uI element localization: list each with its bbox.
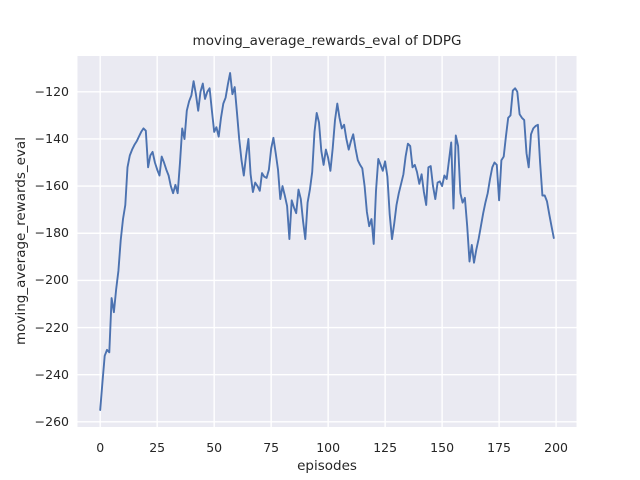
x-tick-label: 100 <box>316 440 341 455</box>
y-tick-label: −140 <box>34 130 69 146</box>
x-tick-label: 175 <box>487 440 512 455</box>
y-tick-label: −220 <box>34 319 69 335</box>
x-tick-label: 150 <box>430 440 455 455</box>
y-tick-label: −260 <box>34 413 69 429</box>
reward-line <box>99 72 555 411</box>
y-tick-label: −160 <box>34 178 69 194</box>
y-tick-label: −180 <box>34 225 69 241</box>
axes-panel <box>77 56 577 427</box>
y-axis-label: moving_average_rewards_eval <box>13 137 29 345</box>
y-tick-label: −200 <box>34 272 69 288</box>
x-tick-label: 200 <box>544 440 569 455</box>
y-tick-label: −120 <box>34 83 69 99</box>
x-tick-label: 0 <box>96 440 105 455</box>
x-tick-label: 50 <box>206 440 223 455</box>
x-tick-label: 125 <box>373 440 398 455</box>
y-tick-label: −240 <box>34 366 69 382</box>
x-tick-label: 75 <box>263 440 280 455</box>
chart-title: moving_average_rewards_eval of DDPG <box>192 33 462 49</box>
x-tick-label: 25 <box>149 440 166 455</box>
x-axis-label: episodes <box>297 458 357 474</box>
